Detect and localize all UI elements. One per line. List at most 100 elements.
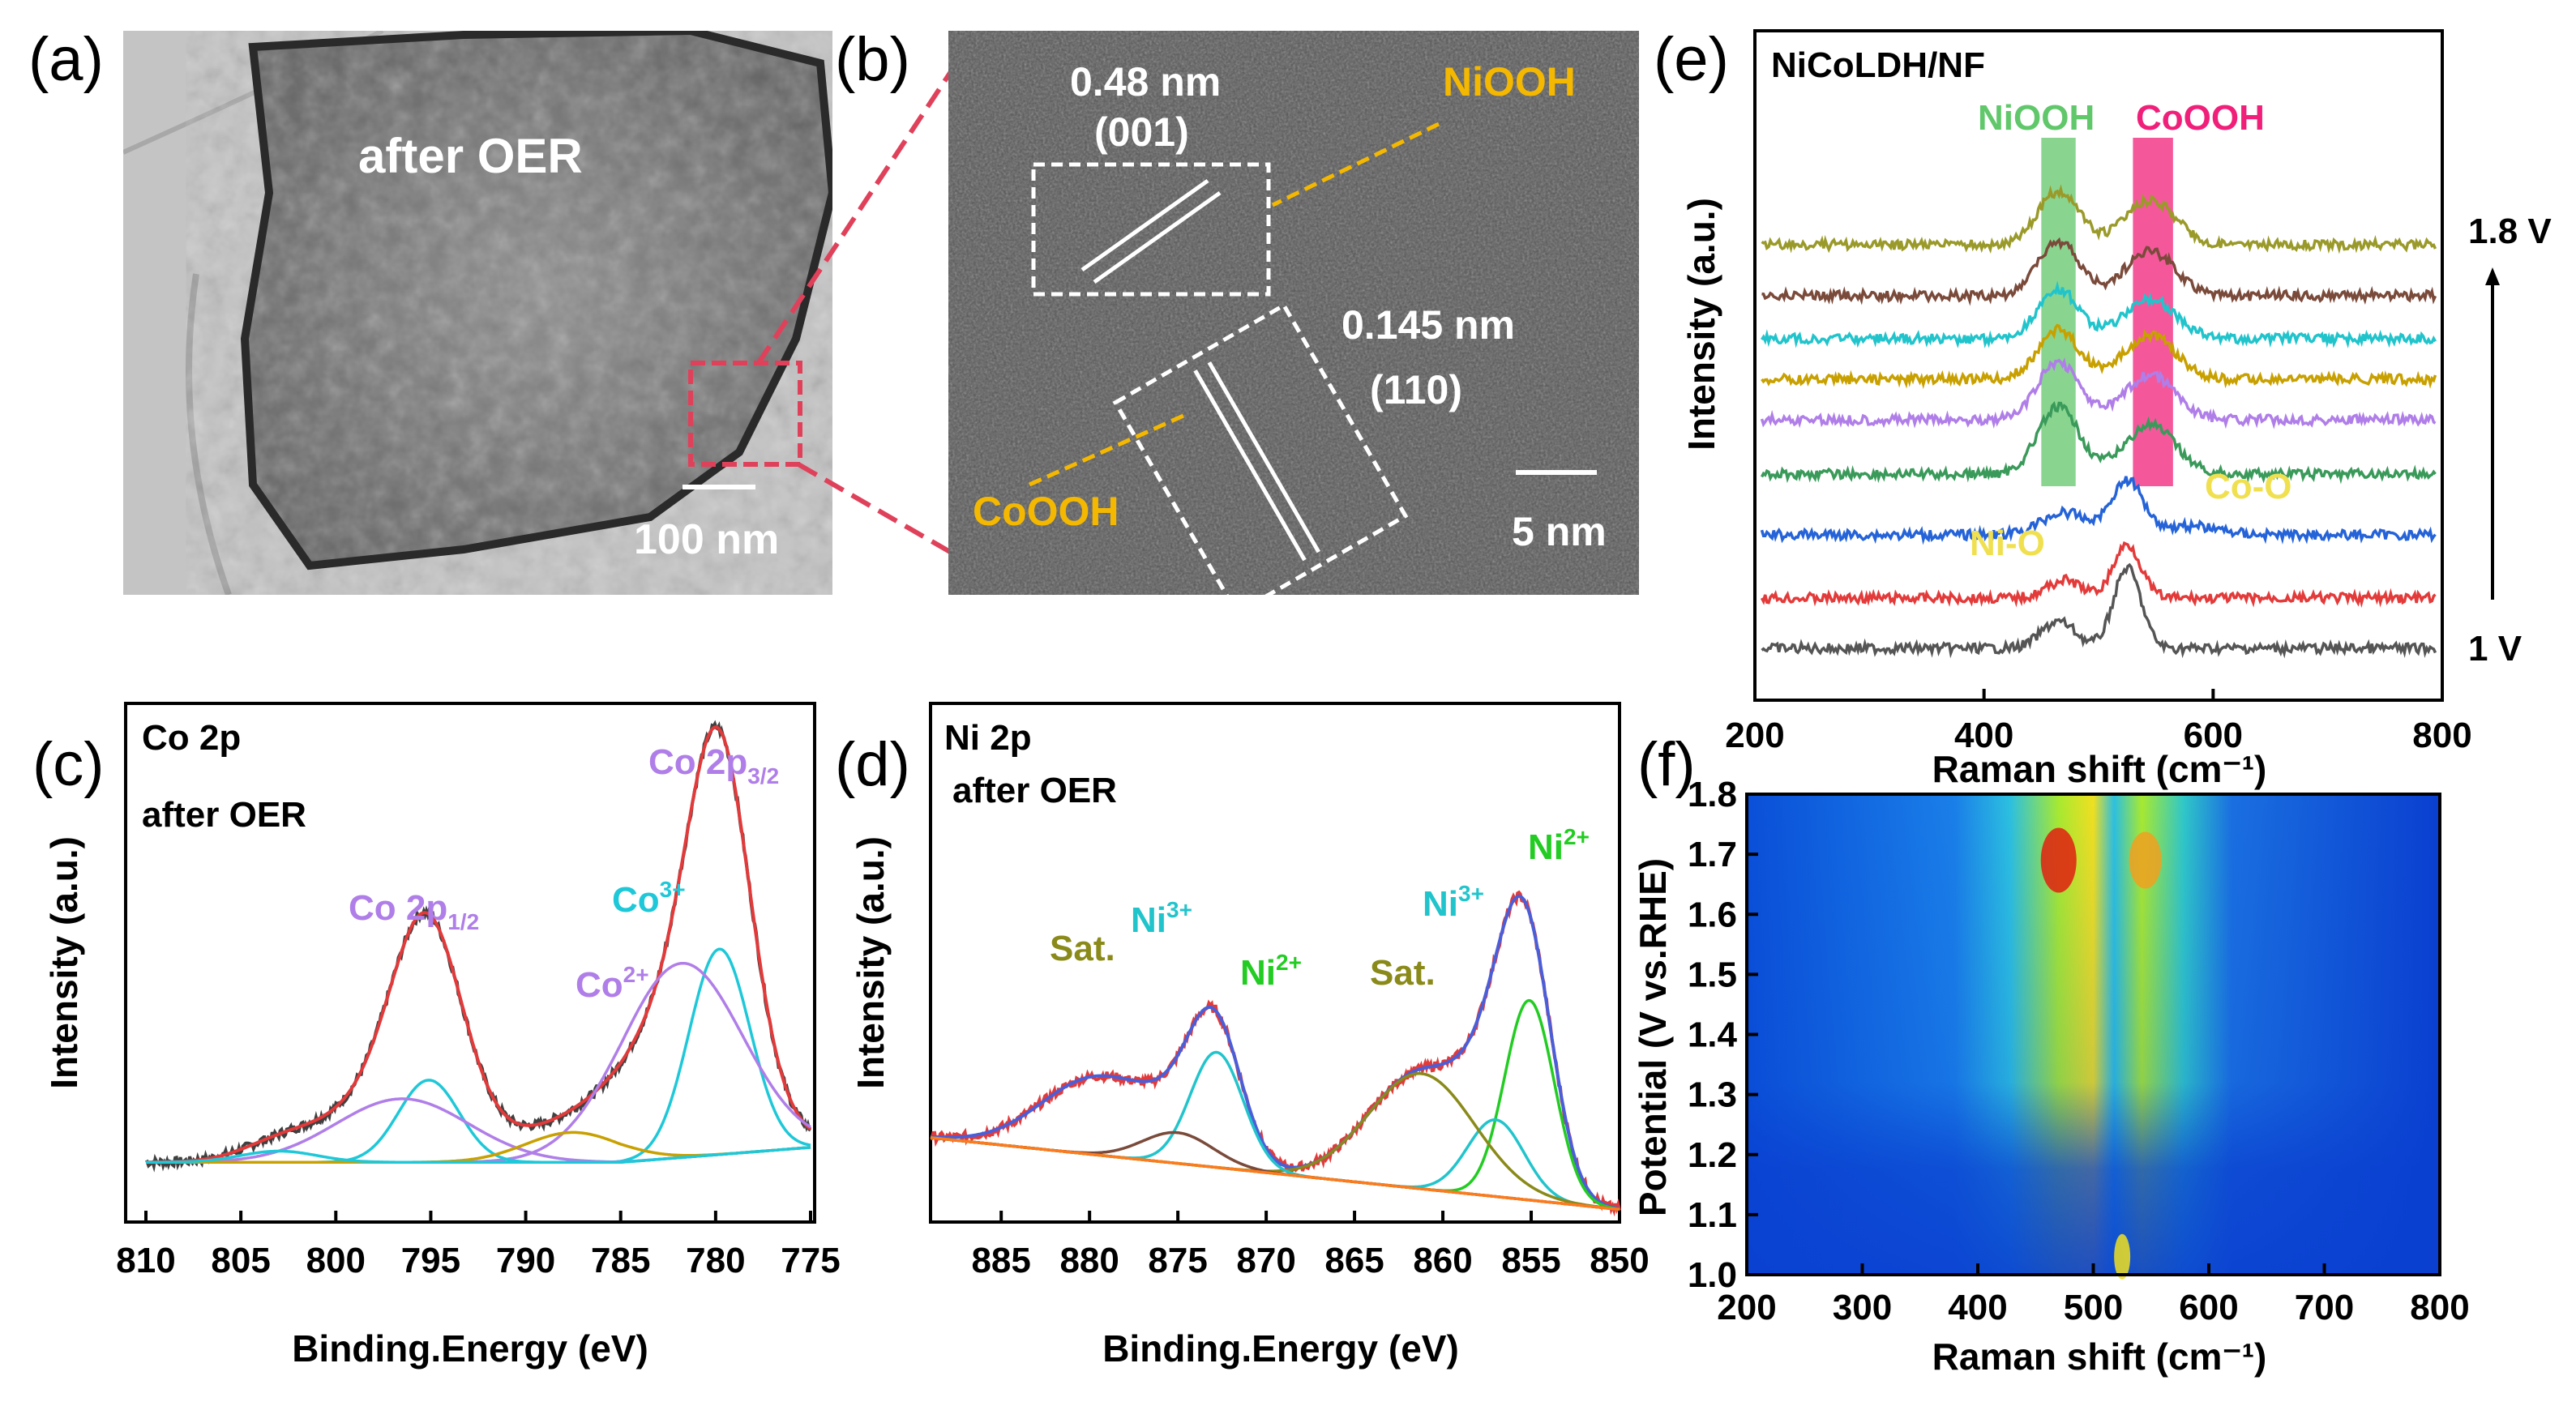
chart-d-series-7 [930,1136,1620,1212]
hrtem-image-b-drawing: 0.48 nm (001) NiOOH 0.145 nm (110) CoOOH… [948,31,1639,595]
plane-1: (001) [1094,109,1189,155]
chart-e-frame [1753,29,2444,702]
chart-d-series-1 [931,894,1620,1211]
chart-c-xlabel: Binding.Energy (eV) [292,1327,648,1370]
chart-d-ylabel: Intensity (a.u.) [849,836,892,1089]
chart-f-xtick-1: 300 [1833,1288,1892,1327]
chart-f-ytick-8: 1.8 [1688,775,1737,814]
chart-c-frame [124,702,816,1224]
panel-label-f: (f) [1637,730,1696,799]
tem-image-a-drawing: after OER 100 nm [123,31,832,595]
hrtem-image-b: 0.48 nm (001) NiOOH 0.145 nm (110) CoOOH… [948,31,1639,595]
chart-f-ytick-5: 1.5 [1688,955,1737,994]
chart-e-xtick-1: 400 [1954,716,2013,755]
d-spacing-2: 0.145 nm [1341,302,1515,348]
anno-1v: 1 V [2468,629,2523,669]
chart-c-xtick-5: 785 [591,1241,650,1280]
chart-c-ylabel: Intensity (a.u.) [43,836,85,1089]
anno-co3: Co3+ [612,877,686,920]
chart-d-subtitle: after OER [952,771,1117,810]
anno-co-2p32: Co 2p3/2 [648,742,779,788]
anno-ni3-1: Ni3+ [1131,897,1192,940]
chart-d-xtick-0: 885 [971,1241,1030,1280]
chart-c-xtick-2: 800 [306,1241,366,1280]
d-spacing-1: 0.48 nm [1070,59,1221,105]
chart-d-xtick-4: 865 [1324,1241,1384,1280]
chart-e-xtick-3: 800 [2412,716,2471,755]
lattice-box-1 [1031,162,1271,297]
panel-label-a: (a) [28,25,104,94]
chart-c-xtick-1: 805 [211,1241,270,1280]
scale-bar-b-label: 5 nm [1512,509,1607,554]
chart-d-xtick-7: 850 [1590,1241,1649,1280]
phase-2: CoOOH [973,489,1119,534]
chart-e-title: NiCoLDH/NF [1771,45,1985,85]
band-label-niooh: NiOOH [1978,98,2095,138]
chart-e-series-3 [1760,401,2437,485]
chart-c-subtitle: after OER [142,795,306,835]
panel-label-c: (c) [32,730,105,799]
chart-e-series-8 [1761,184,2437,254]
panel-label-b: (b) [835,25,910,94]
chart-c-title: Co 2p [142,718,241,758]
phase-1: NiOOH [1443,59,1576,105]
chart-e-series-1 [1760,541,2437,608]
chart-c-series-1 [146,725,812,1165]
chart-d-xtick-1: 880 [1059,1241,1119,1280]
chart-e-xtick-2: 600 [2184,716,2243,755]
chart-e-xtick-0: 200 [1725,716,1784,755]
anno-1-8v: 1.8 V [2468,212,2552,251]
anno-sat-1: Sat. [1050,929,1115,968]
panel-label-e: (e) [1654,25,1729,94]
chart-d-xtick-5: 860 [1413,1241,1472,1280]
chart-f-xtick-2: 400 [1948,1288,2007,1327]
heatmap-hotspot-1 [2129,831,2162,889]
chart-e-series-0 [1761,562,2437,659]
chart-c-xtick-6: 780 [686,1241,745,1280]
anno-ni2-1: Ni2+ [1240,950,1302,993]
lattice-box-2 [1112,302,1409,595]
chart-f-xtick-5: 700 [2295,1288,2354,1327]
chart-d-xtick-2: 875 [1148,1241,1207,1280]
chart-c-series-7 [146,1146,811,1165]
chart-e-series-7 [1761,237,2437,306]
anno-co-2p12: Co 2p1/2 [349,888,479,934]
chart-d-xlabel: Binding.Energy (eV) [1102,1327,1459,1370]
chart-f-ytick-2: 1.2 [1688,1135,1737,1175]
heatmap-hotspot-2 [2114,1233,2131,1280]
chart-c-xtick-7: 775 [781,1241,840,1280]
chart-f-ytick-7: 1.7 [1688,835,1737,874]
chart-d-xtick-3: 870 [1236,1241,1295,1280]
chart-c-xtick-4: 790 [496,1241,555,1280]
chart-c-xtick-3: 795 [401,1241,460,1280]
chart-c-xtick-0: 810 [116,1241,175,1280]
chart-e-series-2 [1760,476,2437,545]
chart-f-xtick-3: 500 [2064,1288,2123,1327]
chart-f-ytick-1: 1.1 [1688,1195,1737,1235]
chart-e-series-6 [1761,280,2437,348]
anno-ni-o: Ni-O [1970,524,2045,563]
chart-f-xtick-4: 600 [2179,1288,2238,1327]
anno-ni3-2: Ni3+ [1423,881,1484,924]
chart-e-xlabel: Raman shift (cm⁻¹) [1932,748,2267,790]
panel-a-label: after OER [358,129,583,183]
tem-image-a: after OER 100 nm [123,31,832,595]
chart-f-ytick-0: 1.0 [1688,1255,1737,1295]
anno-co-o: Co-O [2205,467,2292,506]
panel-label-d: (d) [835,730,910,799]
band-label-coooh: CoOOH [2136,98,2265,138]
chart-d-frame [929,702,1621,1224]
anno-ni2-2: Ni2+ [1528,824,1590,867]
chart-e-series-5 [1761,323,2437,390]
chart-e-ylabel: Intensity (a.u.) [1680,198,1722,451]
chart-f-xlabel: Raman shift (cm⁻¹) [1932,1335,2267,1378]
chart-e-series-4 [1760,357,2437,429]
zoom-region-box [688,361,802,467]
scale-bar-a-label: 100 nm [634,516,779,563]
chart-f-xtick-0: 200 [1717,1288,1776,1327]
